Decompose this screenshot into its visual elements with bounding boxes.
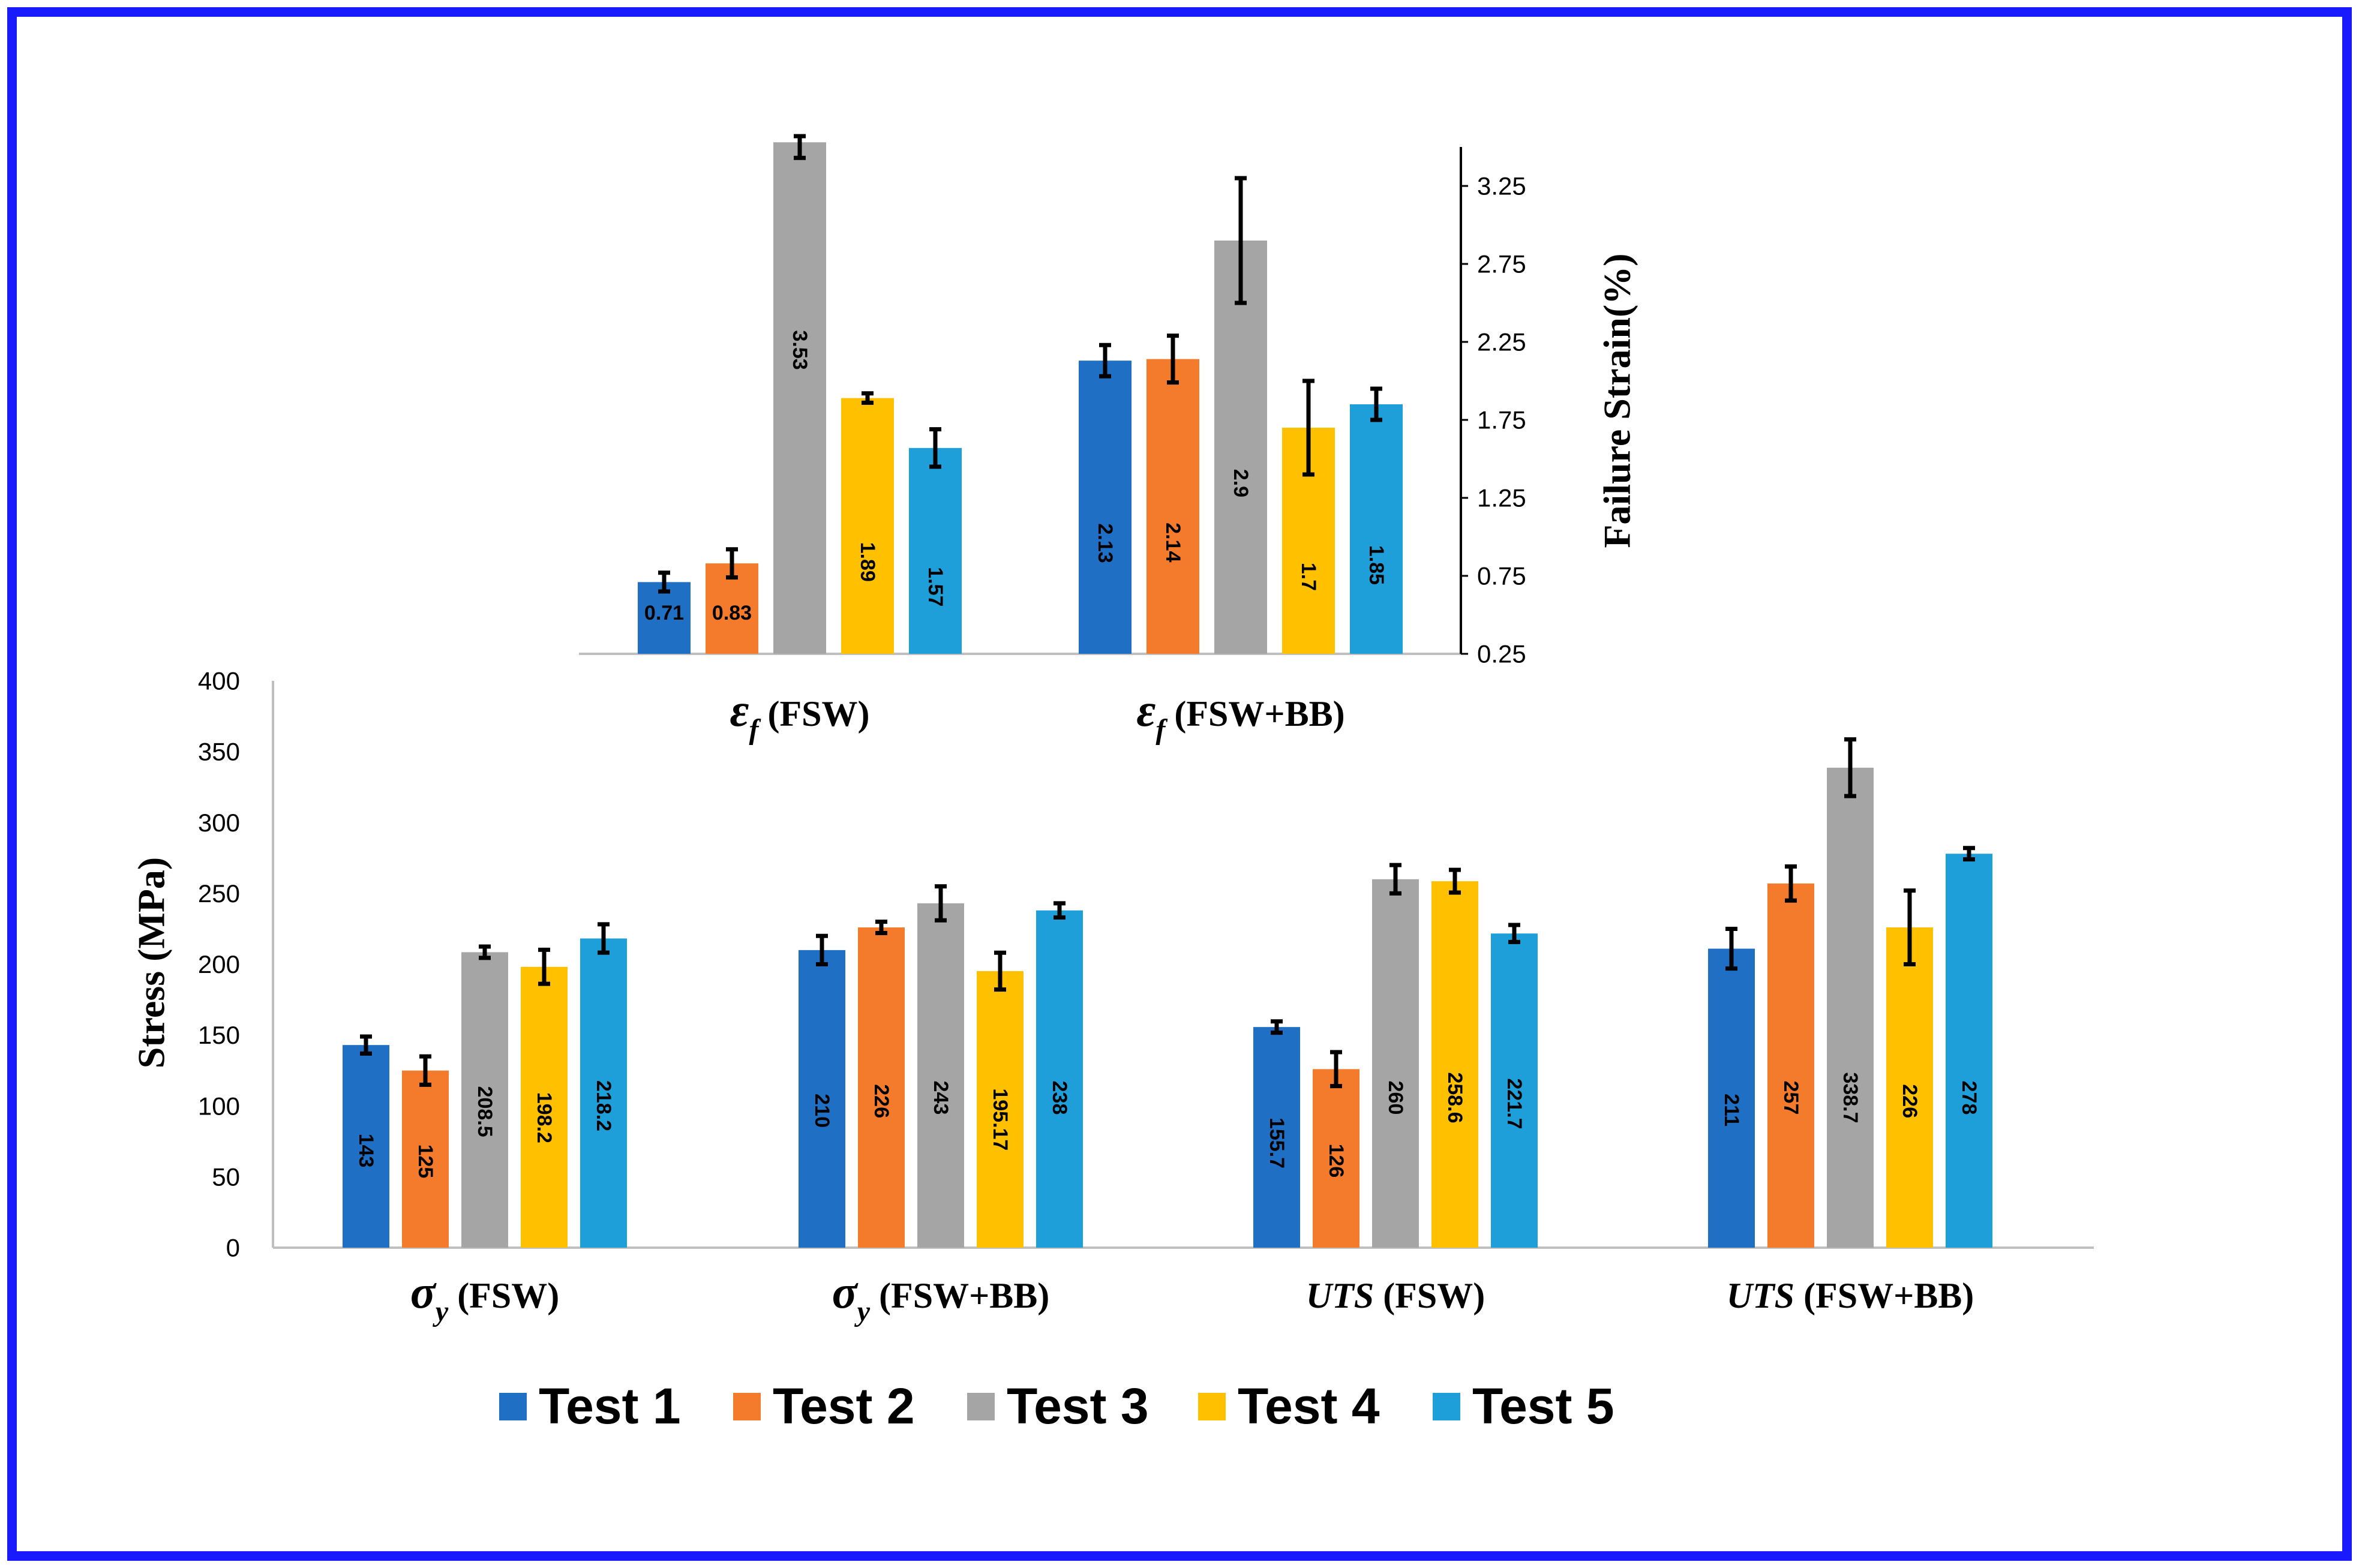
- stress-bar-5-4: [1946, 854, 1992, 1248]
- legend-label-3: Test 3: [1007, 1378, 1149, 1434]
- stress-data-label: 243: [929, 1081, 952, 1115]
- strain-data-label: 2.14: [1162, 522, 1184, 562]
- stress-bar-3-1: [461, 952, 508, 1248]
- legend: Test 1 Test 2 Test 3 Test 4 Test 5: [499, 1378, 1614, 1434]
- stress-bar-2-4: [1767, 883, 1814, 1248]
- stress-bar-3-3: [1372, 879, 1419, 1248]
- strain-bar-5-2: [1350, 404, 1403, 654]
- strain-data-label: 1.7: [1297, 563, 1320, 591]
- strain-bar-4-1: [841, 398, 894, 654]
- stress-y-tick-label: 0: [226, 1234, 240, 1262]
- stress-bar-1-2: [799, 950, 845, 1248]
- strain-bar-2-2: [1147, 359, 1199, 654]
- legend-label-1: Test 1: [539, 1378, 681, 1434]
- stress-chart: 0 50 100 150 200 250 300 350 400 143 210 155.7 211 1…: [130, 667, 2094, 1327]
- stress-data-label: 210: [811, 1094, 833, 1128]
- stress-y-tick-label: 250: [198, 879, 240, 908]
- figure-border: [7, 7, 2352, 1561]
- legend-label-2: Test 2: [773, 1378, 915, 1434]
- strain-y-tick-label: 2.25: [1477, 328, 1526, 356]
- stress-bar-1-1: [343, 1045, 389, 1248]
- strain-data-label: 2.9: [1229, 469, 1252, 497]
- strain-data-label: 1.57: [924, 567, 947, 606]
- strain-y-axis-title: Failure Strain(%): [1596, 253, 1638, 548]
- strain-y-tick-label: 1.75: [1477, 406, 1526, 434]
- stress-data-label: 211: [1720, 1094, 1743, 1127]
- strain-category-label: εf (FSW+BB): [1136, 684, 1344, 746]
- stress-data-label: 260: [1384, 1081, 1407, 1115]
- strain-bar-3-2: [1214, 241, 1267, 654]
- strain-bar-3-1: [773, 142, 826, 654]
- stress-bar-1-3: [1253, 1027, 1300, 1248]
- stress-data-label: 221.7: [1503, 1078, 1526, 1129]
- strain-y-tick-label: 0.75: [1477, 562, 1526, 590]
- stress-bar-5-1: [580, 938, 627, 1248]
- stress-data-label: 238: [1048, 1081, 1071, 1115]
- failure-strain-chart: 0.25 0.75 1.25 1.75 2.25 2.75 3.25 0.71 2.13 0.8…: [579, 134, 1638, 746]
- strain-y-tick-label: 3.25: [1477, 172, 1526, 200]
- stress-data-label: 218.2: [592, 1080, 615, 1131]
- stress-data-label: 226: [1898, 1084, 1921, 1118]
- stress-bar-4-4: [1886, 927, 1933, 1248]
- stress-data-label: 155.7: [1265, 1118, 1288, 1169]
- legend-swatch-5: [1433, 1393, 1460, 1420]
- strain-data-label: 0.71: [644, 602, 684, 624]
- strain-y-tick-label: 1.25: [1477, 484, 1526, 512]
- stress-y-axis-title: Stress (MPa): [130, 857, 173, 1069]
- stress-bar-2-1: [402, 1070, 449, 1248]
- stress-data-label: 195.17: [989, 1088, 1012, 1151]
- stress-y-tick-label: 200: [198, 950, 240, 978]
- stress-bar-5-3: [1491, 933, 1538, 1248]
- stress-y-tick-label: 50: [212, 1163, 240, 1191]
- stress-category-label: σy (FSW+BB): [832, 1266, 1050, 1327]
- stress-bar-4-3: [1431, 881, 1478, 1248]
- stress-data-label: 258.6: [1443, 1072, 1466, 1123]
- stress-data-label: 198.2: [533, 1092, 556, 1143]
- legend-label-5: Test 5: [1472, 1378, 1614, 1434]
- stress-y-tick-label: 150: [198, 1021, 240, 1049]
- stress-bar-4-1: [521, 966, 568, 1248]
- strain-data-label: 3.53: [788, 331, 811, 370]
- stress-data-label: 226: [870, 1084, 893, 1118]
- stress-data-label: 208.5: [473, 1086, 496, 1137]
- strain-bar-1-2: [1079, 361, 1132, 654]
- stress-y-tick-label: 350: [198, 738, 240, 766]
- strain-data-label: 1.85: [1365, 545, 1388, 585]
- strain-data-label: 0.83: [712, 602, 752, 624]
- stress-bar-2-2: [858, 927, 905, 1248]
- legend-swatch-2: [733, 1393, 761, 1420]
- strain-category-label: εf (FSW): [730, 684, 870, 746]
- stress-bar-3-4: [1827, 767, 1874, 1248]
- stress-y-tick-label: 100: [198, 1092, 240, 1120]
- stress-category-label: UTS (FSW+BB): [1727, 1276, 1974, 1315]
- strain-data-label: 1.89: [856, 542, 879, 582]
- stress-data-label: 278: [1958, 1081, 1980, 1115]
- stress-data-label: 338.7: [1839, 1072, 1862, 1123]
- stress-bar-1-4: [1708, 948, 1755, 1248]
- strain-bar-5-1: [909, 447, 962, 654]
- stress-bar-5-2: [1036, 910, 1083, 1248]
- stress-bar-4-2: [977, 971, 1024, 1248]
- stress-category-label: σy (FSW): [410, 1266, 559, 1327]
- stress-bar-3-2: [917, 903, 964, 1248]
- strain-bar-1-1: [638, 582, 691, 654]
- stress-data-label: 125: [414, 1145, 437, 1179]
- stress-category-label: UTS (FSW): [1306, 1276, 1485, 1315]
- legend-swatch-3: [967, 1393, 995, 1420]
- strain-y-tick-label: 0.25: [1477, 640, 1526, 668]
- stress-data-label: 257: [1779, 1081, 1802, 1115]
- stress-data-label: 143: [355, 1134, 377, 1168]
- stress-data-label: 126: [1325, 1144, 1347, 1178]
- legend-label-4: Test 4: [1238, 1378, 1380, 1434]
- strain-y-tick-label: 2.75: [1477, 250, 1526, 278]
- legend-swatch-4: [1198, 1393, 1226, 1420]
- stress-bar-2-3: [1313, 1069, 1359, 1248]
- stress-y-tick-label: 300: [198, 809, 240, 837]
- strain-data-label: 2.13: [1094, 524, 1117, 563]
- legend-swatch-1: [499, 1393, 527, 1420]
- stress-y-tick-label: 400: [198, 667, 240, 695]
